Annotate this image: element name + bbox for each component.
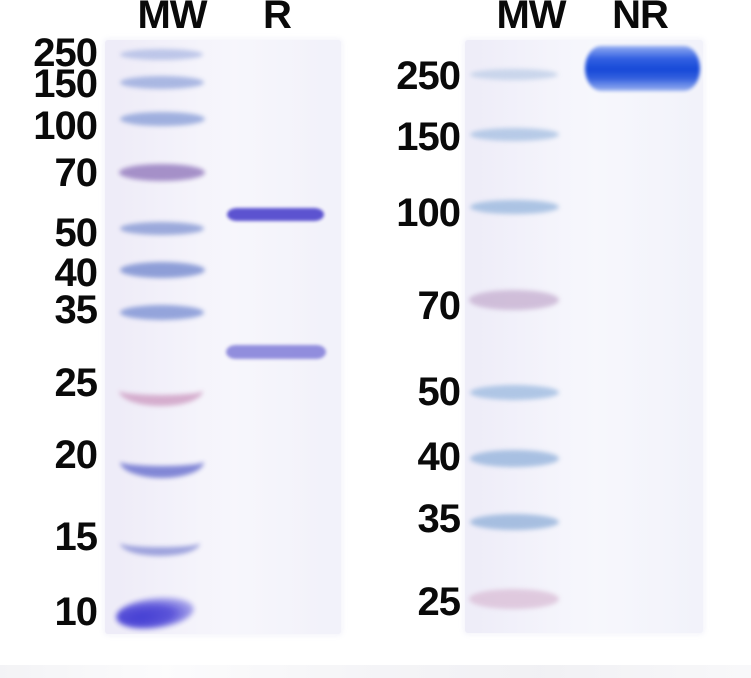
mw-label-70: 70	[417, 284, 461, 328]
ladder-band-50	[120, 222, 204, 235]
mw-label-250: 250	[396, 54, 461, 98]
sample-band-r-upper	[227, 208, 324, 221]
ladder-band-10	[114, 593, 196, 633]
mw-label-35: 35	[54, 288, 98, 332]
mw-label-25: 25	[54, 361, 98, 405]
scanner-edge-artifact	[0, 665, 751, 678]
ladder-band-40	[470, 450, 559, 467]
ladder-band-250	[470, 69, 558, 80]
mw-label-25: 25	[417, 580, 461, 624]
ladder-band-40	[120, 262, 205, 278]
ladder-band-70	[469, 290, 559, 310]
ladder-band-70	[119, 164, 205, 181]
mw-label-20: 20	[54, 433, 98, 477]
ladder-band-250	[120, 49, 203, 60]
mw-label-35: 35	[417, 497, 461, 541]
mw-label-100: 100	[33, 104, 98, 148]
ladder-band-50	[470, 385, 559, 400]
mw-label-250: 250	[33, 31, 98, 75]
mw-label-50: 50	[417, 370, 461, 414]
ladder-band-35	[470, 514, 559, 530]
reduced-gel-surface	[105, 40, 341, 634]
lane-header-mw: MW	[496, 0, 566, 37]
mw-label-150: 150	[396, 115, 461, 159]
ladder-band-15	[120, 530, 200, 556]
lane-header-r: R	[263, 0, 292, 37]
mw-label-50: 50	[54, 211, 98, 255]
ladder-band-150	[120, 76, 204, 89]
ladder-band-25	[119, 375, 203, 406]
ladder-band-20	[120, 445, 204, 478]
ladder-band-25	[469, 589, 559, 609]
ladder-band-100	[120, 112, 205, 126]
mw-label-40: 40	[54, 251, 98, 295]
sample-band-nr	[585, 46, 700, 91]
lane-header-nr: NR	[612, 0, 669, 37]
mw-label-10: 10	[54, 590, 98, 634]
ladder-band-100	[470, 200, 559, 214]
lane-header-mw: MW	[137, 0, 207, 37]
nonreduced-gel-surface	[465, 40, 703, 633]
mw-label-150: 150	[33, 62, 98, 106]
sample-band-r-lower	[226, 345, 326, 359]
ladder-band-150	[470, 128, 559, 141]
mw-label-70: 70	[54, 151, 98, 195]
mw-label-15: 15	[54, 515, 98, 559]
ladder-band-35	[120, 305, 204, 320]
mw-label-100: 100	[396, 191, 461, 235]
mw-label-40: 40	[417, 435, 461, 479]
